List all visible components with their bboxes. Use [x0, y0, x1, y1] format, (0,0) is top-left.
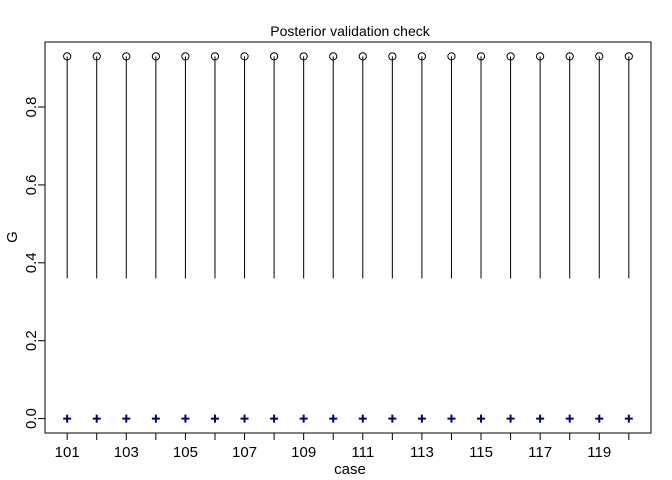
observed-point: [210, 414, 219, 423]
observed-point: [477, 414, 486, 423]
observed-point: [329, 414, 338, 423]
posterior-point: [240, 52, 249, 61]
posterior-point: [388, 52, 397, 61]
posterior-point: [92, 52, 101, 61]
posterior-point: [536, 52, 545, 61]
observed-point: [417, 414, 426, 423]
x-tick-label: 105: [173, 444, 198, 461]
observed-point: [122, 414, 131, 423]
y-tick-label: 0.4: [23, 252, 40, 273]
x-tick-label: 115: [469, 444, 493, 461]
posterior-point: [122, 52, 131, 61]
x-tick-label: 111: [351, 444, 374, 461]
posterior-point: [269, 52, 279, 61]
data-marks: [63, 52, 633, 423]
x-tick-label: 107: [232, 444, 257, 461]
observed-point: [506, 414, 515, 423]
observed-point: [565, 414, 574, 423]
posterior-point: [151, 52, 160, 61]
posterior-point: [506, 52, 515, 61]
observed-point: [240, 414, 249, 423]
posterior-point: [181, 52, 190, 61]
observed-point: [595, 414, 604, 423]
y-tick-label: 0.8: [23, 97, 40, 118]
y-axis: 0.0 0.2 0.4 0.6 0.8: [23, 97, 46, 429]
x-tick-label: 103: [114, 444, 139, 461]
x-tick-label: 117: [528, 444, 552, 461]
posterior-point: [595, 52, 604, 61]
posterior-point: [63, 52, 72, 61]
y-axis-label: G: [4, 231, 21, 243]
posterior-point: [329, 52, 338, 61]
observed-point: [151, 414, 160, 423]
x-tick-label: 101: [55, 444, 80, 461]
x-axis: 101 103 105 107 109 111 113 115 117 119: [55, 432, 630, 461]
observed-point: [536, 414, 545, 423]
x-tick-label: 119: [587, 444, 611, 461]
posterior-point: [476, 52, 486, 61]
posterior-point: [447, 52, 456, 61]
posterior-point: [624, 52, 633, 61]
y-tick-label: 0.0: [23, 408, 40, 429]
posterior-point: [210, 52, 220, 61]
observed-point: [447, 414, 456, 423]
plot-frame: [44, 41, 652, 434]
observed-point: [63, 414, 72, 423]
observed-point: [624, 414, 633, 423]
posterior-point: [417, 52, 427, 61]
observed-point: [358, 414, 367, 423]
observed-point: [270, 414, 279, 423]
observed-point: [92, 414, 101, 423]
x-axis-label: case: [334, 461, 366, 478]
chart-title: Posterior validation check: [270, 23, 431, 39]
observed-point: [388, 414, 397, 423]
y-tick-label: 0.2: [23, 330, 40, 351]
posterior-point: [358, 52, 367, 61]
observed-point: [299, 414, 308, 423]
posterior-point: [565, 52, 574, 61]
x-tick-label: 109: [291, 444, 316, 461]
y-tick-label: 0.6: [23, 174, 40, 195]
x-tick-label: 113: [410, 444, 434, 461]
posterior-point: [299, 52, 308, 61]
observed-point: [181, 414, 190, 423]
